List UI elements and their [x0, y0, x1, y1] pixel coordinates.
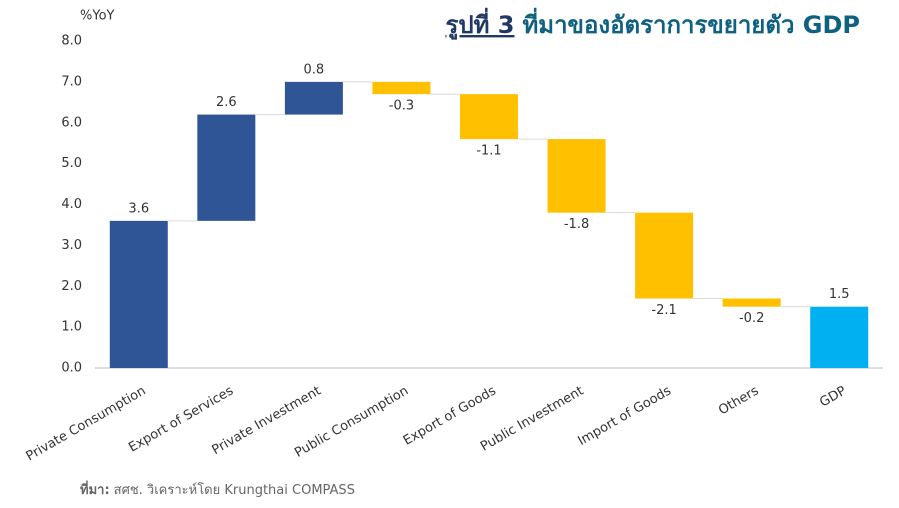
value-label: -2.1: [651, 303, 676, 318]
title-text: ที่มาของอัตราการขยายตัว GDP: [522, 7, 860, 39]
value-label: 3.6: [128, 201, 149, 216]
y-tick-label: 5.0: [61, 156, 82, 171]
bar: [810, 306, 869, 368]
bar: [284, 81, 343, 115]
source-label: ที่มา:: [80, 480, 110, 498]
y-tick-label: 7.0: [61, 74, 82, 89]
bar: [197, 114, 256, 221]
y-tick-label: 2.0: [61, 279, 82, 294]
y-tick-label: 6.0: [61, 115, 82, 130]
y-tick-label: 4.0: [61, 197, 82, 212]
x-tick-label: Private Consumption: [24, 384, 149, 465]
value-label: -0.3: [389, 99, 414, 114]
bar: [460, 94, 518, 140]
value-label: 1.5: [829, 287, 850, 302]
y-tick-label: 8.0: [61, 34, 82, 49]
chart-title: รูปที่ 3 ที่มาของอัตราการขยายตัว GDP: [445, 7, 860, 40]
value-label: -1.1: [476, 144, 501, 159]
source-text: สศช. วิเคราะห์โดย Krungthai COMPASS: [114, 482, 355, 498]
source: ที่มา: สศช. วิเคราะห์โดย Krungthai COMPAS…: [80, 480, 355, 498]
figure-label: รูปที่ 3: [445, 7, 514, 40]
y-tick-label: 1.0: [61, 320, 82, 335]
bar: [547, 139, 606, 213]
value-label: -0.2: [739, 311, 764, 326]
bar: [722, 298, 781, 307]
bar: [109, 220, 168, 368]
x-tick-label: GDP: [817, 383, 849, 410]
y-axis-label: %YoY: [80, 9, 115, 24]
value-label: -1.8: [564, 217, 589, 232]
y-tick-label: 3.0: [61, 238, 82, 253]
y-tick-label: 0.0: [61, 361, 82, 376]
bar: [372, 81, 431, 95]
value-label: 0.8: [304, 62, 325, 77]
x-tick-label: Others: [716, 383, 762, 418]
value-label: 2.6: [216, 95, 237, 110]
x-tick-label: Import of Goods: [575, 383, 674, 449]
bar: [635, 212, 694, 299]
